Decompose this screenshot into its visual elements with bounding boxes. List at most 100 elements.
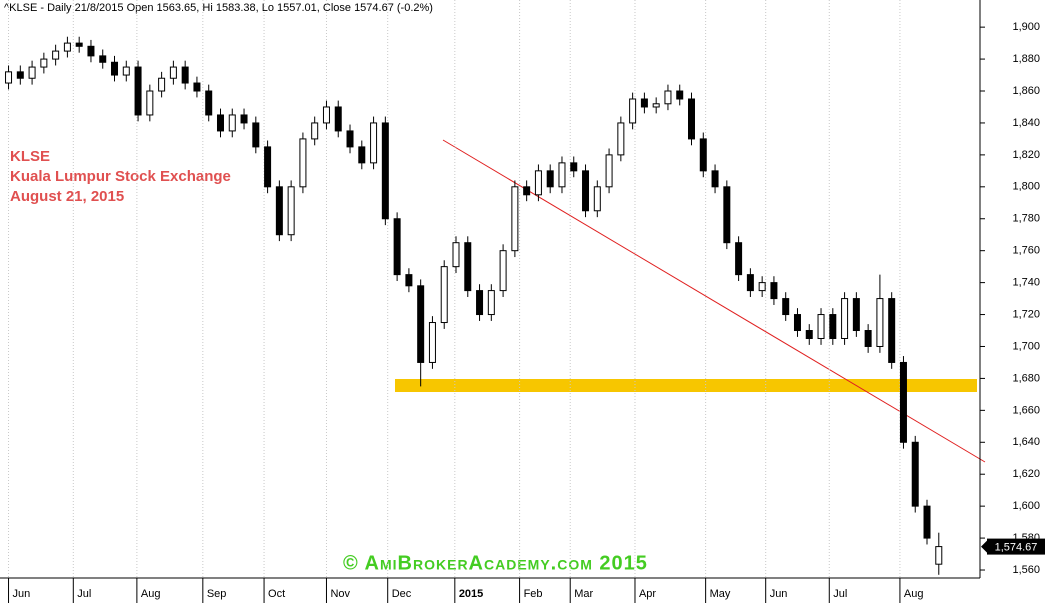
x-tick-label: May — [710, 588, 731, 600]
candle-body — [605, 154, 613, 188]
candle-body — [534, 170, 542, 196]
x-tick-label: Dec — [392, 588, 412, 600]
trend-line — [442, 139, 986, 463]
candle-body — [181, 66, 189, 84]
y-tick-label: 1,680 — [1012, 372, 1040, 384]
candle-body — [511, 186, 519, 252]
candle-body — [252, 122, 260, 148]
x-tick-label: Jul — [833, 588, 847, 600]
candle-body — [299, 138, 307, 188]
candle-body — [476, 290, 484, 316]
y-tick-label: 1,720 — [1012, 308, 1040, 320]
y-tick-label: 1,640 — [1012, 436, 1040, 448]
candle-body — [558, 162, 566, 188]
x-tick-label: Aug — [141, 588, 161, 600]
last-price-box — [987, 538, 1045, 555]
candle-body — [876, 298, 884, 347]
candle-body — [287, 186, 295, 236]
candle-body — [617, 122, 625, 156]
x-tick-label: Jun — [13, 588, 31, 600]
y-tick-label: 1,780 — [1012, 213, 1040, 225]
candle-body — [122, 66, 130, 76]
candle-body — [240, 114, 248, 124]
candle-body — [629, 98, 637, 124]
y-tick-label: 1,740 — [1012, 277, 1040, 289]
x-tick-label: Jul — [77, 588, 91, 600]
x-tick-label: Jun — [770, 588, 788, 600]
candle-body — [28, 66, 36, 79]
last-price-label: 1,574.67 — [995, 541, 1038, 553]
y-tick-label: 1,900 — [1012, 21, 1040, 33]
support-band — [395, 379, 977, 392]
candle-body — [158, 77, 166, 92]
chart-title: ^KLSE - Daily 21/8/2015 Open 1563.65, Hi… — [4, 2, 433, 14]
x-tick-label: Mar — [574, 588, 593, 600]
y-tick-label: 1,600 — [1012, 500, 1040, 512]
y-tick-label: 1,560 — [1012, 564, 1040, 576]
y-tick-label: 1,620 — [1012, 468, 1040, 480]
candle-body — [911, 441, 919, 507]
candle-body — [75, 42, 83, 47]
y-tick-label: 1,880 — [1012, 53, 1040, 65]
annotation: KLSE — [10, 148, 50, 165]
candle-body — [758, 282, 766, 292]
candle-body — [452, 242, 460, 268]
candle-body — [52, 50, 60, 60]
candle-body — [5, 71, 13, 84]
candle-body — [99, 55, 107, 63]
candle-body — [746, 274, 754, 292]
candle-body — [16, 71, 24, 79]
candle-body — [322, 106, 330, 124]
candle-body — [146, 90, 154, 116]
candle-body — [346, 130, 354, 148]
candle-body — [417, 285, 425, 363]
candle-body — [676, 90, 684, 100]
candle-body — [334, 106, 342, 132]
watermark: © AmiBrokerAcademy.com 2015 — [343, 552, 648, 574]
candle-body — [523, 186, 531, 196]
y-tick-label: 1,700 — [1012, 340, 1040, 352]
candle-body — [40, 58, 48, 68]
last-price-pointer — [981, 540, 987, 553]
candle-body — [864, 330, 872, 347]
y-tick-label: 1,660 — [1012, 404, 1040, 416]
candle-body — [711, 170, 719, 188]
annotation: August 21, 2015 — [10, 188, 124, 205]
y-tick-label: 1,800 — [1012, 181, 1040, 193]
candle-body — [169, 66, 177, 79]
candle-body — [723, 186, 731, 244]
candle-body — [664, 90, 672, 105]
x-tick-label: 2015 — [459, 588, 483, 600]
annotation: Kuala Lumpur Stock Exchange — [10, 168, 231, 185]
candle-body — [793, 314, 801, 332]
candle-body — [640, 98, 648, 108]
candle-body — [440, 266, 448, 324]
x-tick-label: Apr — [639, 588, 656, 600]
candle-body — [381, 122, 389, 220]
candle-body — [487, 290, 495, 316]
candle-body — [264, 146, 272, 188]
candle-body — [570, 162, 578, 172]
candle-body — [829, 314, 837, 339]
candle-body — [699, 138, 707, 172]
candle-body — [546, 170, 554, 188]
candle-body — [193, 82, 201, 92]
candle-body — [87, 45, 95, 57]
candle-body — [852, 298, 860, 332]
candle-body — [888, 298, 896, 363]
candle-body — [593, 186, 601, 212]
candle-body — [228, 114, 236, 132]
x-tick-label: Aug — [904, 588, 924, 600]
x-tick-label: Oct — [268, 588, 285, 600]
candle-body — [464, 242, 472, 292]
y-tick-label: 1,860 — [1012, 85, 1040, 97]
candle-body — [216, 114, 224, 132]
candle-body — [275, 186, 283, 236]
candle-body — [205, 90, 213, 116]
candle-body — [841, 298, 849, 339]
candle-body — [134, 66, 142, 116]
candle-body — [688, 98, 696, 140]
x-tick-label: Nov — [330, 588, 350, 600]
